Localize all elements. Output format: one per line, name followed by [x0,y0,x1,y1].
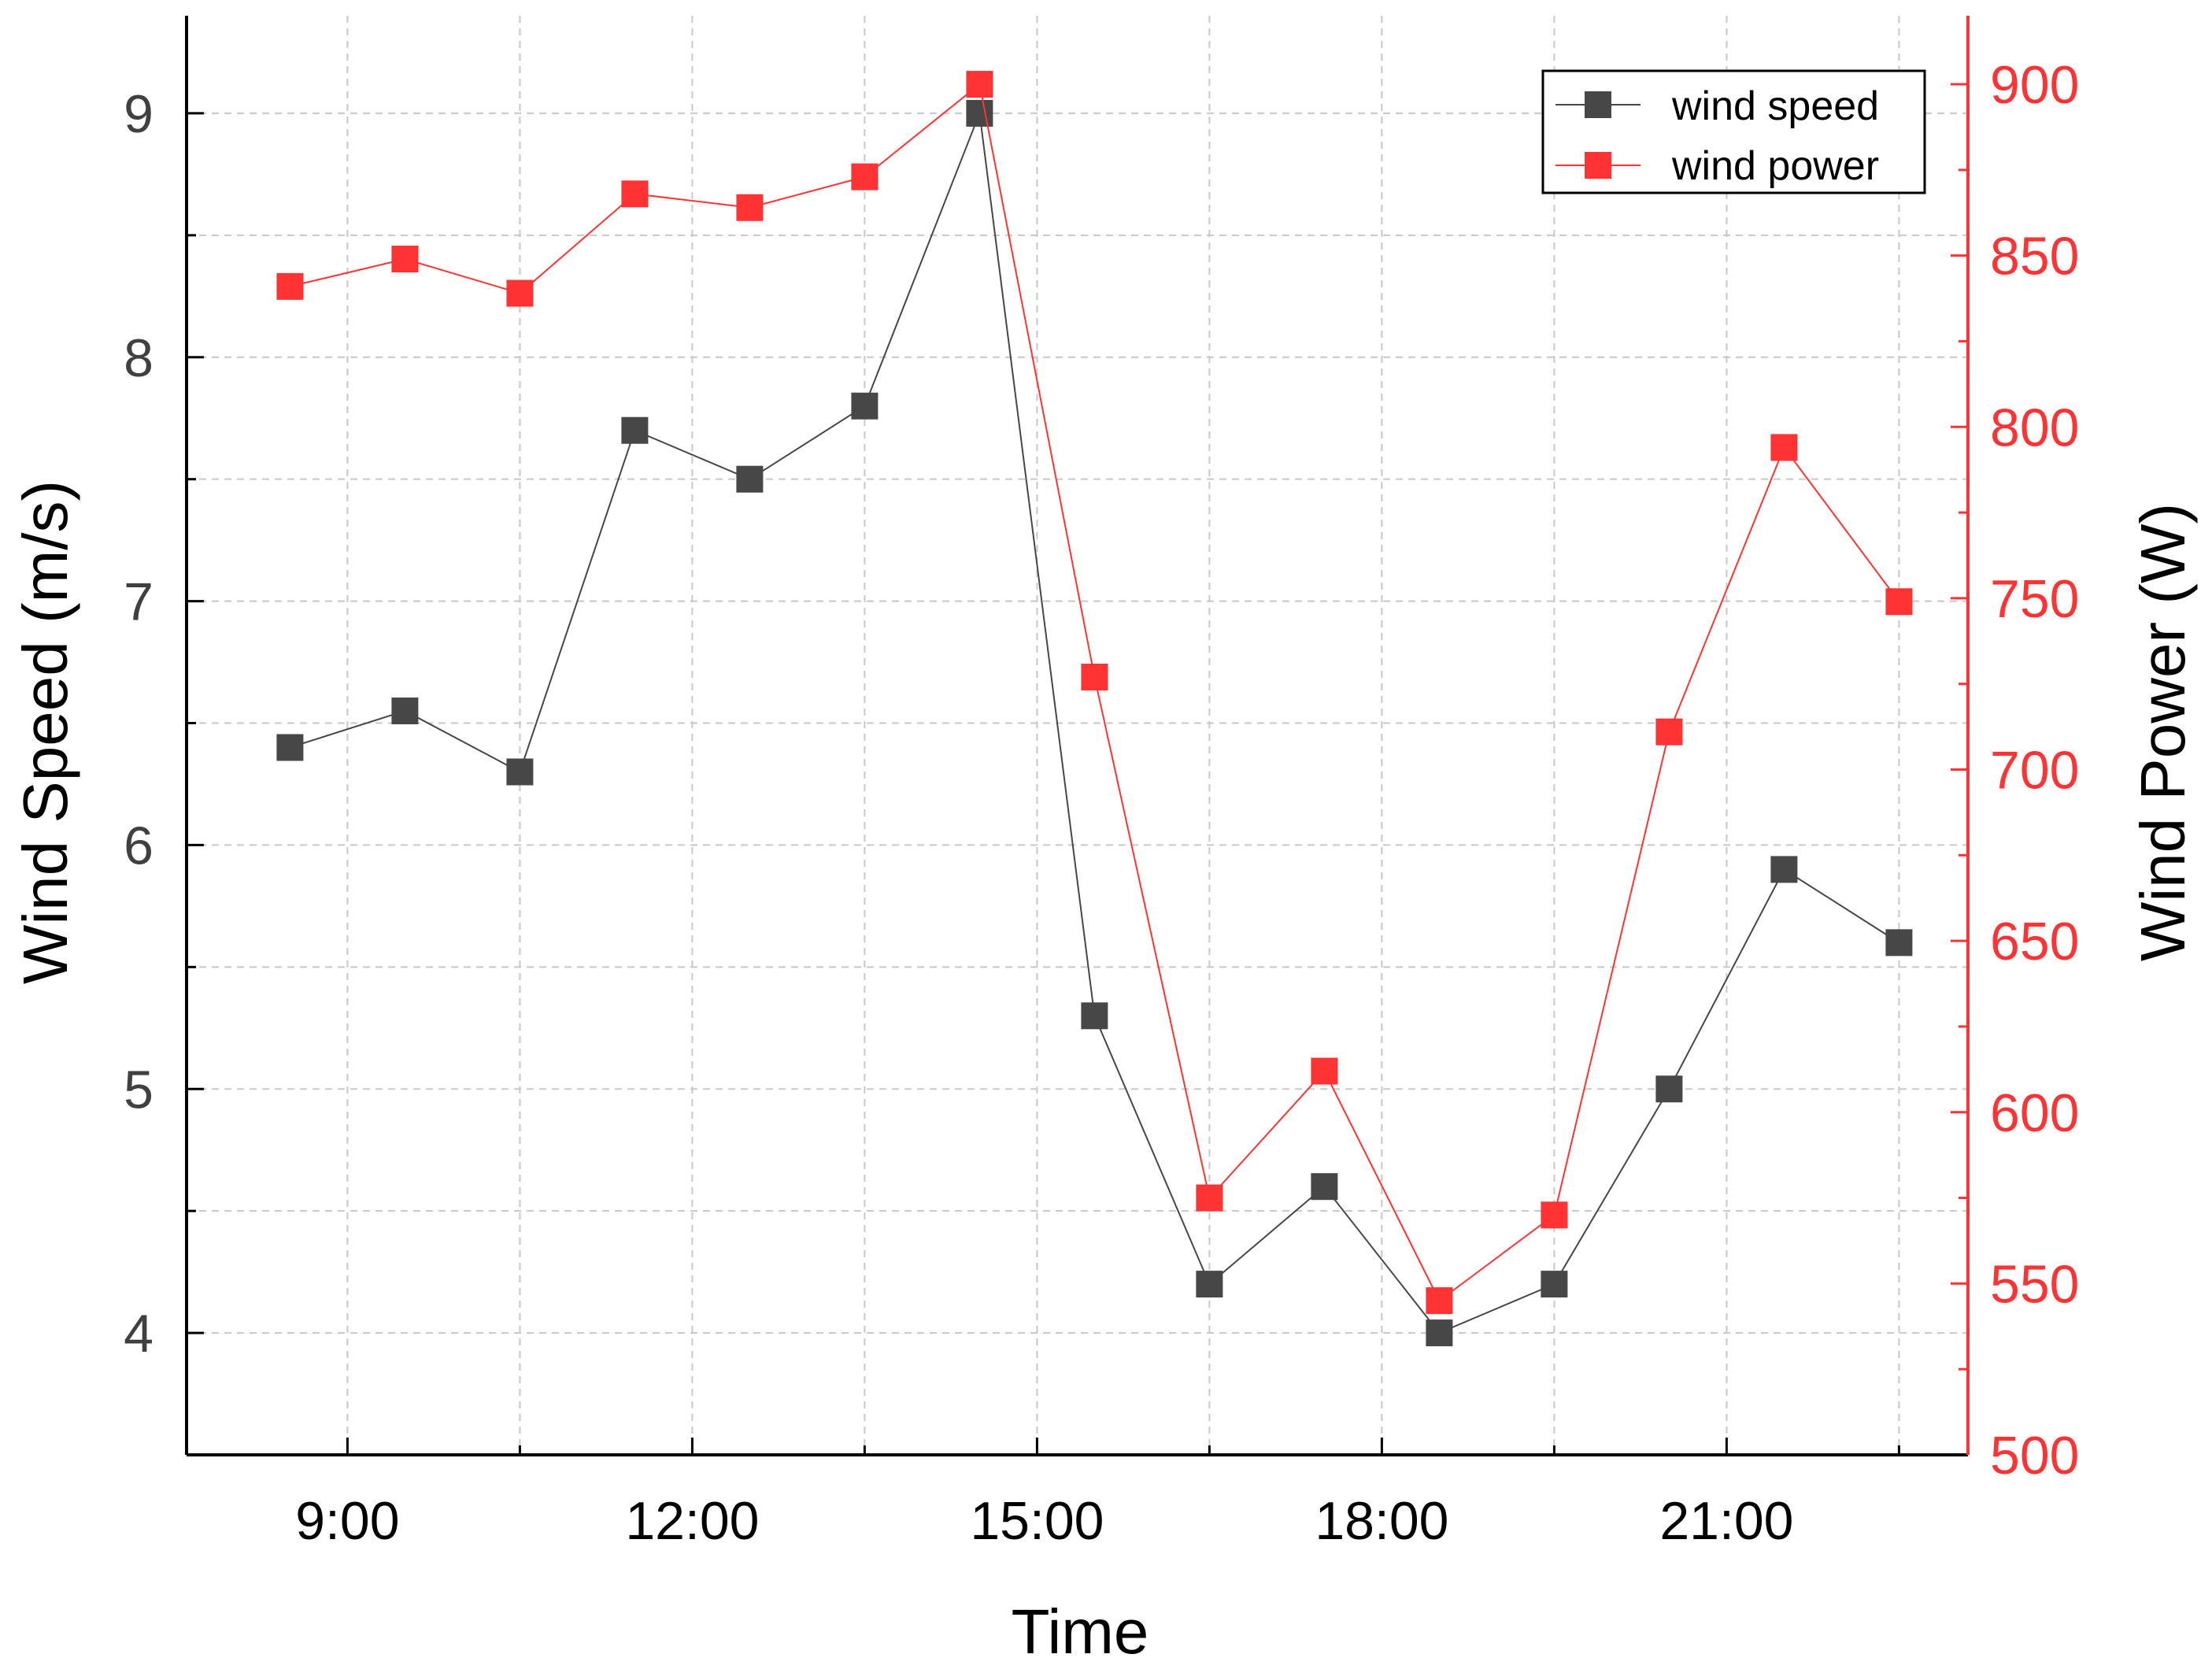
data-point-wind-power [391,246,419,273]
x-tick-label: 12:00 [625,1491,759,1551]
legend-marker-wind-power [1585,152,1611,179]
data-point-wind-power [1770,434,1798,461]
y-axis-right-title: Wind Power (W) [2128,503,2198,961]
data-point-wind-speed [1885,929,1913,957]
data-point-wind-power [736,194,764,221]
data-point-wind-speed [1655,1075,1683,1103]
data-point-wind-speed [966,99,993,127]
data-point-wind-speed [391,698,419,725]
grid [187,16,1968,1456]
data-point-wind-speed [736,465,764,493]
data-point-wind-power [1541,1201,1568,1229]
y-left-tick-label: 5 [124,1060,154,1119]
y-left-tick-label: 8 [124,328,154,388]
y-right-tick-label: 700 [1990,741,2079,801]
legend-label-wind-speed: wind speed [1671,83,1879,129]
data-point-wind-power [621,180,649,208]
data-point-wind-speed [1426,1319,1453,1347]
data-point-wind-power [506,279,534,307]
data-point-wind-power [1081,664,1108,691]
data-point-wind-speed [851,392,879,420]
data-point-wind-power [966,71,993,98]
data-point-wind-power [851,163,879,191]
data-point-wind-speed [506,758,534,786]
y-right-tick-label: 550 [1990,1254,2079,1314]
data-point-wind-speed [1081,1002,1108,1030]
axes: 9:00 12:00 15:00 18:00 21:00 4 5 6 7 8 9 500 550 600 6… [124,16,2079,1551]
legend-label-wind-power: wind power [1671,143,1879,189]
x-tick-label: 15:00 [970,1491,1104,1551]
y-axis-left-title: Wind Speed (m/s) [10,480,80,984]
y-left-tick-label: 7 [124,572,154,632]
y-right-tick-label: 750 [1990,569,2079,629]
y-right-tick-label: 800 [1990,398,2079,457]
y-left-tick-label: 9 [124,84,154,144]
data-point-wind-speed [276,734,304,761]
data-point-wind-speed [1770,856,1798,883]
legend-marker-wind-speed [1585,91,1611,118]
series-layer [276,71,1913,1347]
x-tick-label: 9:00 [295,1491,399,1551]
y-left-tick-label: 4 [124,1304,154,1364]
data-point-wind-power [1655,718,1683,746]
y-right-tick-label: 500 [1990,1426,2079,1486]
y-right-tick-label: 900 [1990,55,2079,115]
y-right-tick-label: 600 [1990,1083,2079,1143]
x-axis-title: Time [1012,1597,1149,1667]
y-right-tick-label: 850 [1990,227,2079,287]
data-point-wind-speed [1196,1271,1223,1298]
y-right-tick-label: 650 [1990,912,2079,971]
data-point-wind-power [1885,588,1913,616]
legend: wind speed wind power [1541,69,1926,194]
x-tick-label: 18:00 [1315,1491,1448,1551]
data-point-wind-power [1196,1184,1223,1212]
data-point-wind-power [276,272,304,300]
y-left-tick-label: 6 [124,816,154,875]
data-point-wind-speed [1541,1271,1568,1298]
data-point-wind-power [1426,1287,1453,1315]
data-point-wind-power [1311,1057,1338,1085]
data-point-wind-speed [1311,1173,1338,1201]
x-tick-label: 21:00 [1659,1491,1793,1551]
data-point-wind-speed [621,416,649,444]
